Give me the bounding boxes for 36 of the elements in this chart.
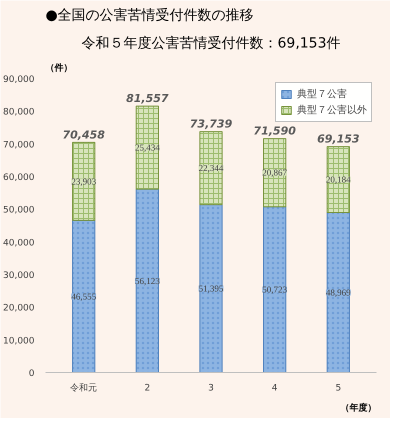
total-label: 81,557 (126, 92, 169, 106)
legend-label: 典型７公害以外 (297, 104, 367, 117)
y-tick-label: 90,000 (3, 75, 35, 85)
y-tick-label: 40,000 (3, 238, 35, 248)
data-label: 23,903 (71, 176, 97, 186)
data-label: 20,184 (326, 174, 352, 185)
x-tick-label: 令和元 (70, 382, 98, 394)
data-label: 22,344 (198, 163, 224, 174)
y-tick-label: 70,000 (3, 140, 35, 150)
data-label: 56,123 (134, 276, 160, 286)
x-tick-label: 5 (335, 384, 342, 394)
chart-title: ●全国の公害苦情受付件数の推移 (46, 8, 254, 24)
total-label: 69,153 (317, 132, 360, 146)
y-tick-label: 50,000 (3, 206, 35, 216)
y-tick-label: 10,000 (3, 336, 35, 346)
data-label: 20,867 (262, 168, 288, 178)
data-label: 25,434 (134, 142, 160, 153)
data-label: 50,723 (262, 284, 288, 295)
x-tick-label: 2 (144, 384, 150, 394)
legend-label: 典型７公害 (297, 88, 347, 101)
data-label: 46,555 (71, 291, 97, 302)
x-tick-label: 4 (272, 384, 278, 394)
total-label: 71,590 (253, 124, 296, 138)
y-tick-label: 20,000 (3, 304, 35, 314)
y-axis-title: （件） (46, 62, 72, 74)
data-label: 51,395 (198, 284, 224, 294)
y-tick-label: 60,000 (3, 173, 35, 183)
total-label: 73,739 (190, 118, 233, 131)
y-tick-label: 0 (28, 369, 35, 379)
y-tick-label: 30,000 (3, 271, 35, 281)
x-axis-title: （年度） (340, 402, 376, 414)
x-tick-label: 3 (208, 384, 214, 394)
chart-subtitle: 令和５年度公害苦情受付件数：69,153件 (82, 36, 341, 52)
data-label: 48,969 (326, 288, 352, 298)
total-label: 70,458 (62, 128, 106, 142)
y-tick-label: 80,000 (3, 108, 35, 118)
